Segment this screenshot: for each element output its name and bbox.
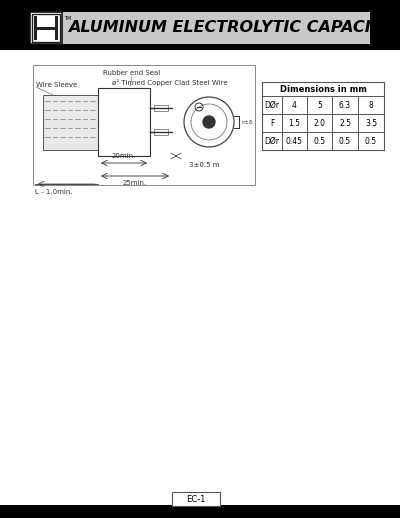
Circle shape [203,116,215,128]
Text: 20min.: 20min. [112,153,136,159]
Bar [30,12,62,44]
Bar [172,492,220,506]
Text: 0.45: 0.45 [286,137,303,146]
Text: 0.5: 0.5 [314,137,326,146]
Text: 8: 8 [369,100,373,109]
Bar [55,16,58,40]
Text: EC-1: EC-1 [186,495,206,503]
Bar [0,50,400,505]
Bar [34,16,37,40]
Text: ø² Tinned Copper Clad Steel Wire: ø² Tinned Copper Clad Steel Wire [112,79,228,87]
Text: ALUMINUM ELECTROLYTIC CAPACITOR: ALUMINUM ELECTROLYTIC CAPACITOR [68,21,400,36]
Text: Rubber end Seal: Rubber end Seal [103,70,161,76]
Bar [30,12,370,44]
Text: r±δ: r±δ [241,120,253,124]
Text: Wire Sleeve: Wire Sleeve [36,82,77,88]
Text: 6.3: 6.3 [339,100,351,109]
Text: 25min.: 25min. [123,180,147,186]
Text: F: F [270,119,274,127]
Text: 3±0.5 m: 3±0.5 m [189,162,219,168]
Bar [98,88,150,156]
Bar [154,105,168,111]
Bar [37,26,55,30]
Text: 5: 5 [317,100,322,109]
Text: Dimensions in mm: Dimensions in mm [280,84,366,94]
Text: 2.0: 2.0 [314,119,326,127]
Bar [43,95,98,150]
Text: 0.5: 0.5 [339,137,351,146]
Text: 2.5: 2.5 [339,119,351,127]
Text: DØr: DØr [264,137,280,146]
Text: DØr: DØr [264,100,280,109]
Text: 4: 4 [292,100,297,109]
Bar [262,82,384,150]
Bar [32,14,60,42]
Text: TM: TM [64,16,71,21]
Text: 1.5: 1.5 [288,119,300,127]
Text: L - 1.0min.: L - 1.0min. [35,189,73,195]
Bar [154,129,168,135]
Bar [33,65,255,185]
Text: 0.5: 0.5 [365,137,377,146]
Text: 3.5: 3.5 [365,119,377,127]
